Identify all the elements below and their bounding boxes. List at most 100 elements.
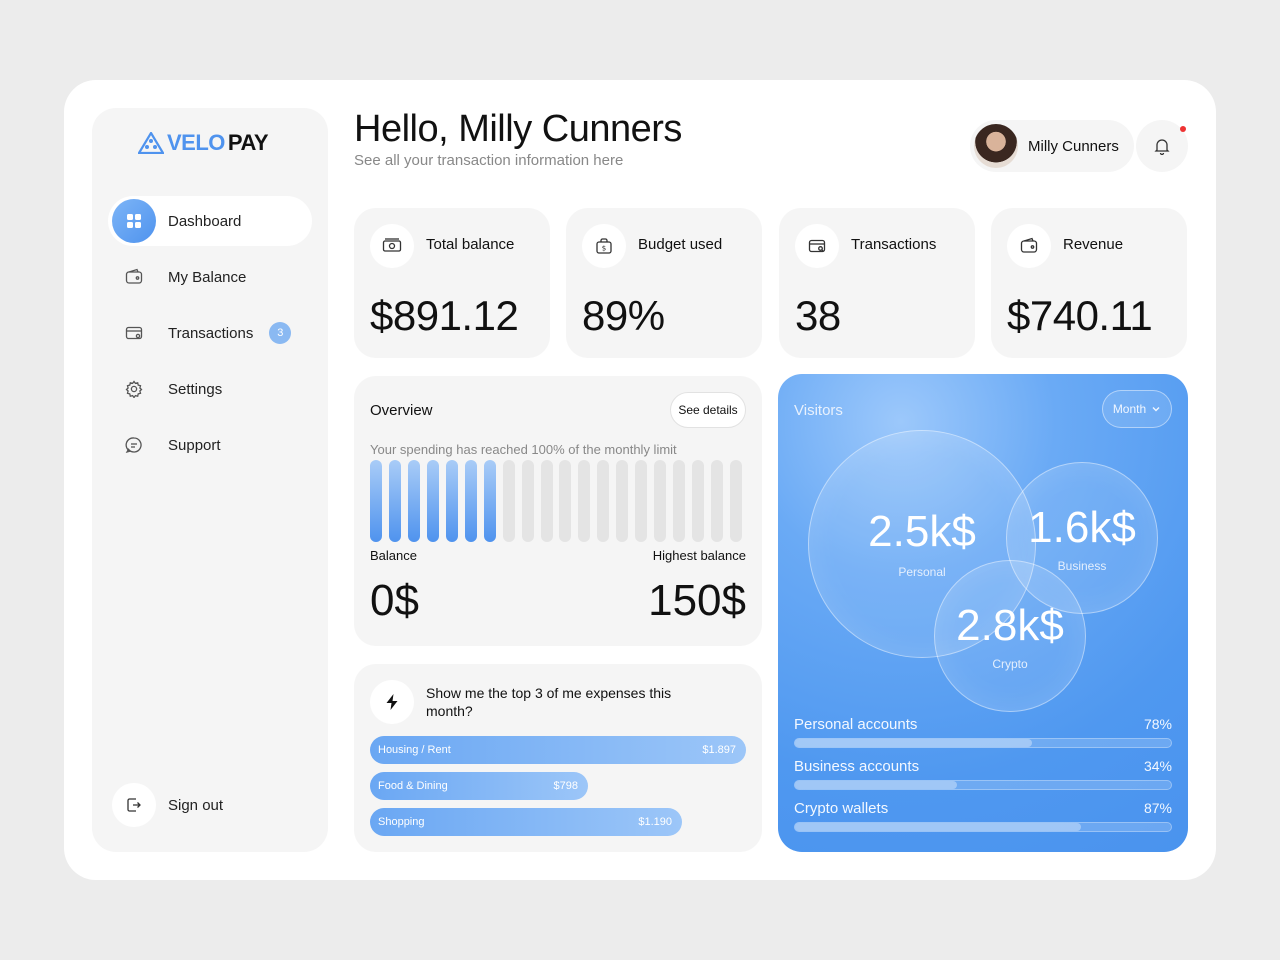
- lightning-icon: [370, 680, 414, 724]
- account-progress-track: [794, 738, 1172, 748]
- account-percent: 87%: [1143, 800, 1172, 816]
- chat-icon: [112, 423, 156, 467]
- page-subtitle: See all your transaction information her…: [354, 152, 624, 169]
- brand-name-part1: VELO: [167, 130, 225, 155]
- spending-bar: [521, 460, 534, 542]
- expense-amount: $1.897: [702, 744, 736, 756]
- bubble-amount: 2.5k$: [868, 507, 976, 556]
- overview-title: Overview: [370, 402, 433, 419]
- sidebar-item-label: Support: [168, 436, 221, 454]
- expense-amount: $798: [553, 780, 578, 792]
- sidebar-item-label: Transactions: [168, 324, 254, 342]
- grid-icon: [112, 199, 156, 243]
- spending-bar: [370, 460, 382, 542]
- period-dropdown[interactable]: Month: [1102, 390, 1172, 428]
- wallet-icon: [112, 255, 156, 299]
- chevron-down-icon: [1152, 407, 1160, 412]
- signout-button[interactable]: Sign out: [108, 780, 312, 830]
- spending-bar: [635, 460, 648, 542]
- spending-bar: [407, 460, 420, 542]
- card-search-icon: [795, 224, 839, 268]
- top-expenses-card: Show me the top 3 of me expenses this mo…: [354, 664, 762, 852]
- logout-icon: [112, 783, 156, 827]
- account-label: Crypto wallets: [794, 800, 889, 817]
- expense-bar-housing[interactable]: Housing / Rent $1.897: [370, 736, 746, 764]
- logo-icon: [138, 132, 164, 154]
- spending-bar: [483, 460, 496, 542]
- spending-bar: [388, 460, 401, 542]
- bubble-label: Crypto: [992, 657, 1028, 671]
- notification-dot: [1180, 126, 1186, 132]
- bubble-amount: 2.8k$: [956, 601, 1064, 650]
- sidebar: VELO PAY Dashboard My Balance Transactio…: [92, 108, 328, 852]
- account-progress-track: [794, 822, 1172, 832]
- sidebar-item-my-balance[interactable]: My Balance: [108, 252, 312, 302]
- spending-bar: [559, 460, 572, 542]
- spending-bar-meter: [370, 460, 742, 542]
- period-value: Month: [1112, 402, 1147, 416]
- expense-amount: $1.190: [638, 816, 672, 828]
- see-details-button[interactable]: See details: [670, 392, 746, 428]
- highest-balance-value: 150$: [648, 576, 746, 625]
- user-profile-chip[interactable]: Milly Cunners: [970, 120, 1134, 172]
- gear-icon: [112, 367, 156, 411]
- brand-logo[interactable]: VELO PAY: [138, 130, 269, 156]
- stat-card-total-balance[interactable]: Total balance $891.12: [354, 208, 550, 358]
- stat-value: $740.11: [1007, 292, 1153, 339]
- sidebar-item-label: My Balance: [168, 268, 247, 286]
- sidebar-item-label: Settings: [168, 380, 223, 398]
- visitors-card: Visitors Month 2.5k$ Personal 1.6k$ Busi…: [778, 374, 1188, 852]
- app-window: VELO PAY Dashboard My Balance Transactio…: [64, 80, 1216, 880]
- account-progress-fill: [795, 781, 957, 789]
- account-progress-track: [794, 780, 1172, 790]
- transactions-count-badge: 3: [269, 322, 292, 344]
- avatar: [974, 124, 1018, 168]
- stat-label: Transactions: [851, 236, 937, 253]
- expense-bar-shopping[interactable]: Shopping $1.190: [370, 808, 682, 836]
- stat-label: Total balance: [426, 236, 515, 253]
- bubble-amount: 1.6k$: [1028, 503, 1136, 552]
- spending-bar: [673, 460, 686, 542]
- stat-value: 89%: [582, 292, 665, 339]
- notifications-button[interactable]: [1136, 120, 1188, 172]
- bubble-crypto: 2.8k$ Crypto: [934, 560, 1086, 712]
- account-label: Personal accounts: [794, 716, 918, 733]
- account-progress-fill: [795, 739, 1032, 747]
- spending-bar: [578, 460, 591, 542]
- sidebar-item-support[interactable]: Support: [108, 420, 312, 470]
- sidebar-item-label: Dashboard: [168, 212, 242, 230]
- stat-card-transactions[interactable]: Transactions 38: [779, 208, 975, 358]
- bell-icon: [1154, 139, 1170, 155]
- spending-bar: [730, 460, 742, 542]
- signout-label: Sign out: [168, 796, 224, 814]
- spending-bar: [426, 460, 439, 542]
- spending-bar: [616, 460, 629, 542]
- stat-card-budget-used[interactable]: $ Budget used 89%: [566, 208, 762, 358]
- spending-bar: [692, 460, 705, 542]
- account-percent: 34%: [1143, 758, 1172, 774]
- sidebar-item-transactions[interactable]: Transactions 3: [108, 308, 312, 358]
- overview-card: Overview See details Your spending has r…: [354, 376, 762, 646]
- spending-bar: [445, 460, 458, 542]
- stat-card-revenue[interactable]: Revenue $740.11: [991, 208, 1187, 358]
- spending-bar: [540, 460, 553, 542]
- sidebar-item-settings[interactable]: Settings: [108, 364, 312, 414]
- stat-value: $891.12: [370, 292, 519, 339]
- stat-label: Budget used: [638, 236, 723, 253]
- balance-value: 0$: [370, 576, 419, 625]
- expense-name: Shopping: [378, 816, 425, 828]
- account-progress-fill: [795, 823, 1081, 831]
- account-percent: 78%: [1143, 716, 1172, 732]
- balance-label: Balance: [370, 548, 417, 563]
- brand-name-part2: PAY: [227, 130, 269, 155]
- spending-caption: Your spending has reached 100% of the mo…: [370, 442, 677, 457]
- bubble-label: Personal: [898, 565, 946, 579]
- account-label: Business accounts: [794, 758, 920, 775]
- svg-text:$: $: [602, 245, 606, 253]
- sidebar-item-dashboard[interactable]: Dashboard: [108, 196, 312, 246]
- expense-bar-food[interactable]: Food & Dining $798: [370, 772, 588, 800]
- bubble-label: Business: [1057, 559, 1107, 573]
- expenses-question: Show me the top 3 of me expenses this mo…: [426, 685, 672, 719]
- spending-bar: [654, 460, 667, 542]
- spending-bar: [502, 460, 515, 542]
